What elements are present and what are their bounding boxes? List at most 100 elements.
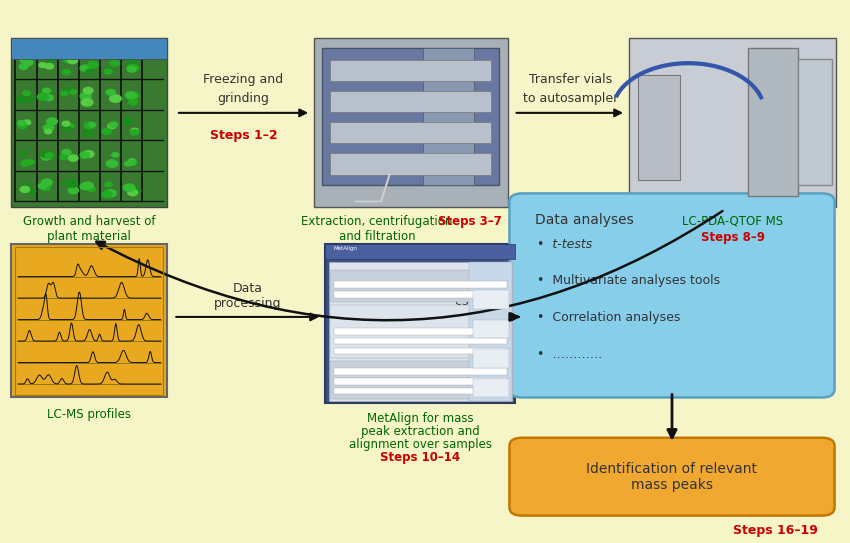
FancyBboxPatch shape <box>334 338 507 344</box>
Circle shape <box>18 123 26 129</box>
Circle shape <box>82 99 93 106</box>
Text: MetAlign for mass: MetAlign for mass <box>367 413 473 426</box>
Text: Transfer vials: Transfer vials <box>529 73 612 86</box>
Circle shape <box>18 121 26 125</box>
Circle shape <box>67 57 77 64</box>
Circle shape <box>82 182 94 189</box>
Circle shape <box>83 150 94 157</box>
Circle shape <box>20 160 31 166</box>
Circle shape <box>67 180 78 187</box>
Circle shape <box>128 99 138 105</box>
Circle shape <box>68 187 78 194</box>
Circle shape <box>89 123 96 127</box>
FancyBboxPatch shape <box>423 48 474 185</box>
FancyBboxPatch shape <box>798 59 832 185</box>
Circle shape <box>110 60 120 66</box>
Text: •  Multivariate analyses tools: • Multivariate analyses tools <box>537 275 721 287</box>
Text: grinding: grinding <box>218 92 269 105</box>
Text: Output:: Output: <box>454 280 502 293</box>
Circle shape <box>123 118 133 124</box>
Circle shape <box>62 70 71 74</box>
Circle shape <box>44 94 54 100</box>
FancyBboxPatch shape <box>322 48 499 185</box>
Circle shape <box>70 90 76 94</box>
Circle shape <box>88 187 95 192</box>
Circle shape <box>126 92 137 99</box>
Circle shape <box>23 91 31 96</box>
Circle shape <box>60 155 67 160</box>
FancyBboxPatch shape <box>334 291 507 298</box>
Text: Step 15: Step 15 <box>450 320 504 333</box>
Circle shape <box>23 120 31 125</box>
Circle shape <box>128 65 139 72</box>
Circle shape <box>43 124 54 131</box>
Circle shape <box>88 61 98 68</box>
Circle shape <box>128 58 137 64</box>
Text: LC-PDA-QTOF MS: LC-PDA-QTOF MS <box>683 215 784 228</box>
Text: Steps 16–19: Steps 16–19 <box>733 523 818 536</box>
Circle shape <box>68 155 78 161</box>
FancyBboxPatch shape <box>334 348 507 354</box>
Circle shape <box>20 186 30 192</box>
FancyBboxPatch shape <box>331 305 510 358</box>
FancyBboxPatch shape <box>748 48 798 196</box>
Circle shape <box>16 97 26 103</box>
Circle shape <box>42 154 51 160</box>
Text: •  …………: • ………… <box>537 348 603 361</box>
FancyBboxPatch shape <box>331 361 510 399</box>
Circle shape <box>102 128 111 134</box>
Circle shape <box>105 182 112 187</box>
Circle shape <box>84 122 95 129</box>
Circle shape <box>108 123 116 129</box>
Circle shape <box>80 65 89 71</box>
Circle shape <box>62 149 71 155</box>
Circle shape <box>128 66 136 72</box>
Circle shape <box>123 184 135 191</box>
Circle shape <box>62 121 70 126</box>
Circle shape <box>110 122 117 127</box>
Circle shape <box>107 90 116 95</box>
Circle shape <box>47 118 57 125</box>
FancyBboxPatch shape <box>331 270 510 302</box>
Circle shape <box>20 64 28 70</box>
FancyBboxPatch shape <box>331 153 490 175</box>
Circle shape <box>80 93 92 100</box>
Text: •  Correlation analyses: • Correlation analyses <box>537 311 681 324</box>
Circle shape <box>128 190 138 195</box>
Circle shape <box>80 152 89 157</box>
FancyBboxPatch shape <box>11 244 167 397</box>
Circle shape <box>111 153 119 157</box>
Circle shape <box>20 151 26 156</box>
Circle shape <box>86 70 93 74</box>
Circle shape <box>105 68 114 74</box>
FancyBboxPatch shape <box>469 262 512 401</box>
Circle shape <box>42 89 50 93</box>
Circle shape <box>27 160 34 165</box>
Circle shape <box>27 97 34 102</box>
FancyBboxPatch shape <box>331 91 490 112</box>
FancyBboxPatch shape <box>334 281 507 288</box>
Circle shape <box>83 87 93 93</box>
Circle shape <box>44 129 52 134</box>
FancyBboxPatch shape <box>509 193 835 397</box>
Circle shape <box>20 56 30 62</box>
FancyBboxPatch shape <box>638 75 680 180</box>
FancyBboxPatch shape <box>509 438 835 516</box>
Circle shape <box>41 185 50 191</box>
FancyBboxPatch shape <box>473 320 508 338</box>
Circle shape <box>131 130 139 135</box>
Circle shape <box>128 160 136 165</box>
FancyBboxPatch shape <box>334 369 507 375</box>
Text: alignment over samples: alignment over samples <box>348 438 492 451</box>
Text: csv file: csv file <box>456 295 500 308</box>
Text: Growth and harvest of
plant material: Growth and harvest of plant material <box>23 215 156 243</box>
Circle shape <box>67 124 74 128</box>
Circle shape <box>38 183 48 188</box>
Circle shape <box>47 58 54 62</box>
Circle shape <box>102 191 112 198</box>
Text: processing: processing <box>214 297 281 310</box>
FancyBboxPatch shape <box>326 244 515 403</box>
Circle shape <box>63 126 71 131</box>
Circle shape <box>62 181 69 186</box>
FancyBboxPatch shape <box>629 37 836 207</box>
